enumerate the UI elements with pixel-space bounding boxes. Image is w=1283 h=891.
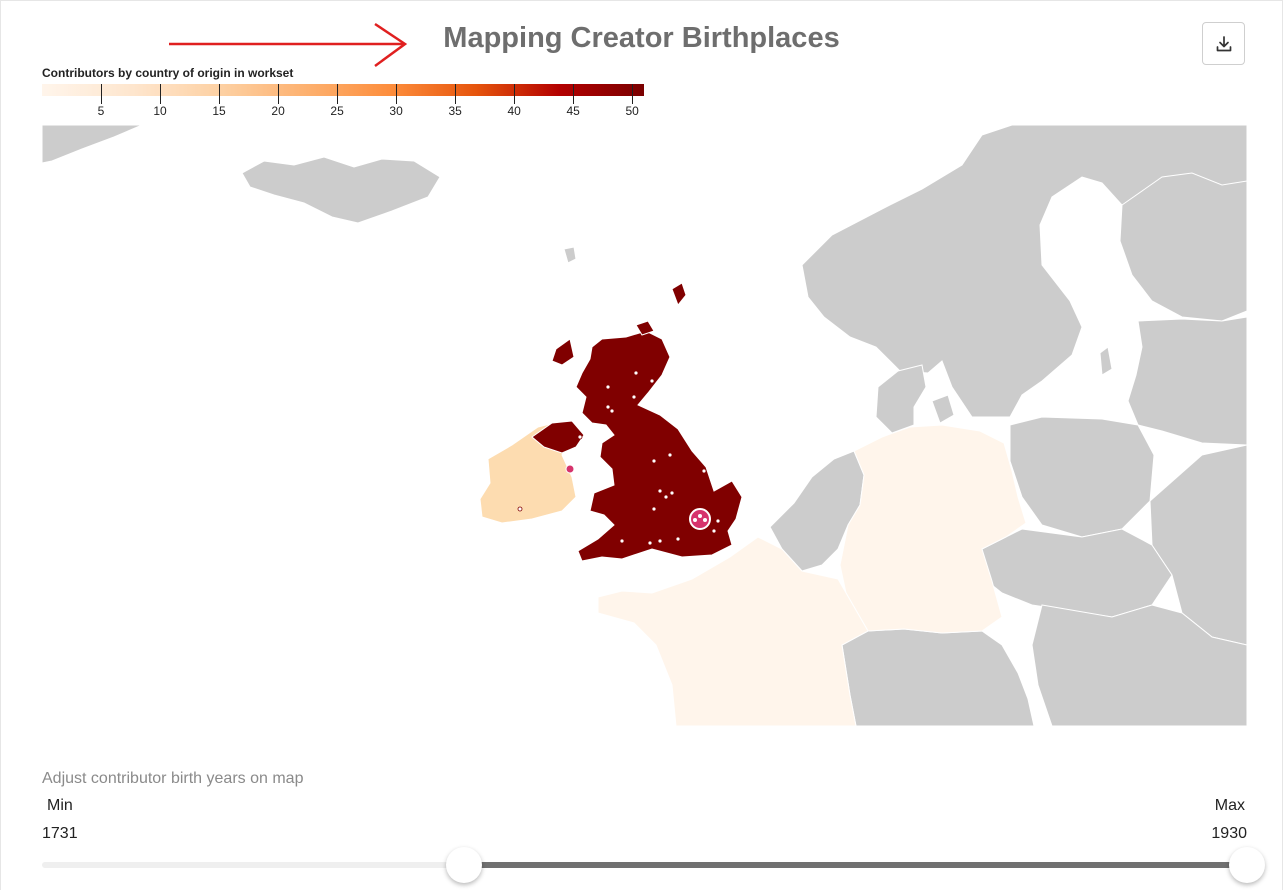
france-region <box>597 536 869 726</box>
cluster-marker-london <box>689 508 711 530</box>
uk-shetland <box>671 282 687 306</box>
slider-min-label: Min <box>47 797 73 814</box>
other-countries <box>42 125 1247 726</box>
slider-selected-range <box>463 862 1247 868</box>
slider-min-handle[interactable] <box>445 847 482 883</box>
legend-tick-label: 5 <box>97 104 105 118</box>
legend-tick <box>337 84 339 104</box>
legend-color-scale <box>42 84 644 96</box>
germany-region <box>839 424 1027 634</box>
birth-year-slider[interactable] <box>42 847 1265 883</box>
download-icon <box>1216 35 1231 51</box>
legend-tick-label: 10 <box>153 104 167 118</box>
cluster-markers[interactable] <box>565 464 711 530</box>
highlighted-countries <box>479 282 1027 726</box>
legend-tick <box>160 84 162 104</box>
cluster-marker-dublin <box>565 464 575 474</box>
legend-tick <box>455 84 457 104</box>
slider-max-handle[interactable] <box>1229 847 1265 883</box>
united-kingdom-region <box>531 420 585 454</box>
legend-tick <box>278 84 280 104</box>
slider-max-value: 1930 <box>1211 825 1247 842</box>
legend-tick-label: 15 <box>212 104 226 118</box>
legend-tick <box>632 84 634 104</box>
download-button[interactable] <box>1202 22 1245 65</box>
legend-tick-label: 45 <box>566 104 580 118</box>
legend-tick-label: 30 <box>389 104 403 118</box>
legend-tick-label: 40 <box>507 104 521 118</box>
annotation-arrow <box>169 22 408 68</box>
slider-caption: Adjust contributor birth years on map <box>42 770 304 787</box>
europe-map[interactable] <box>42 125 1247 726</box>
legend-tick <box>396 84 398 104</box>
legend-tick <box>573 84 575 104</box>
uk-islands <box>551 338 575 366</box>
legend-tick <box>514 84 516 104</box>
slider-max-label: Max <box>1214 797 1245 814</box>
legend-tick-label: 25 <box>330 104 344 118</box>
slider-min-value: 1731 <box>42 825 78 842</box>
uk-orkney <box>635 320 655 336</box>
legend-tick-label: 20 <box>271 104 285 118</box>
legend-tick <box>101 84 103 104</box>
birthplace-markers[interactable] <box>517 370 721 546</box>
legend-title: Contributors by country of origin in wor… <box>42 66 294 80</box>
united-kingdom-region-gb <box>575 330 743 562</box>
legend-tick-label: 50 <box>625 104 639 118</box>
legend-ticks: 5 10 15 20 25 30 35 40 45 50 <box>42 84 652 124</box>
legend-tick-label: 35 <box>448 104 462 118</box>
legend-tick <box>219 84 221 104</box>
page-title: Mapping Creator Birthplaces <box>443 22 840 54</box>
